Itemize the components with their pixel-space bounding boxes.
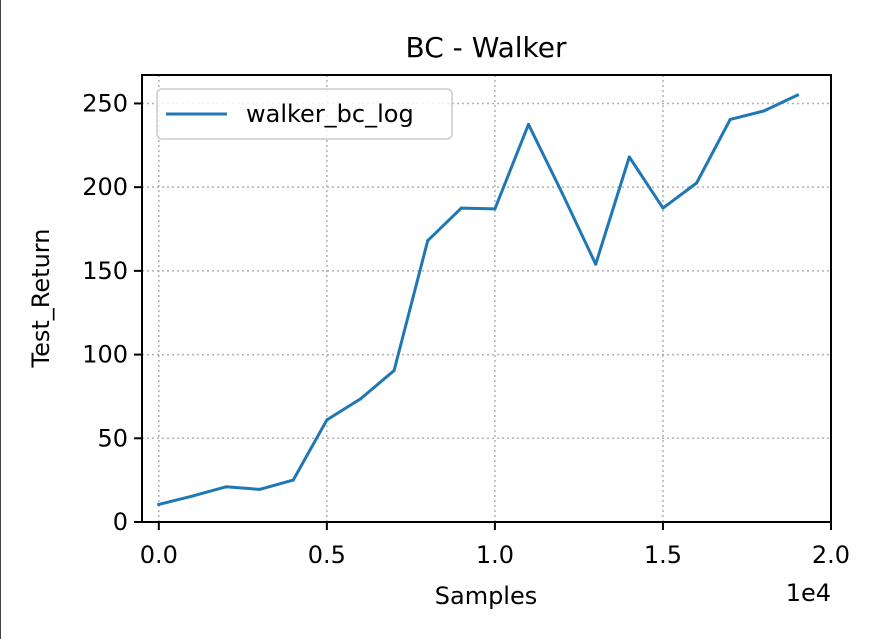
data-point [459,206,463,210]
x-axis-label: Samples [435,582,538,610]
x-tick-label: 0.0 [140,541,178,569]
plot-frame [141,74,832,523]
data-point [527,122,531,126]
data-point [728,117,732,121]
y-tick-label: 100 [82,341,128,369]
legend-box [156,88,453,140]
data-point [426,239,430,243]
series-layer [156,93,800,507]
data-point [392,368,396,372]
data-point [560,191,564,195]
series-line [156,93,800,507]
y-tick-label: 200 [82,173,128,201]
data-point [493,207,497,211]
data-point [258,487,262,491]
page-edge [0,0,1,639]
y-axis-label: Test_Return [27,229,55,369]
y-tick-label: 0 [113,508,128,536]
data-point [661,206,665,210]
x-tick-label: 0.5 [308,541,346,569]
data-point [325,418,329,422]
data-point [627,155,631,159]
data-point [762,109,766,113]
data-point [358,397,362,401]
x-tick-label: 2.0 [812,541,850,569]
data-point [795,93,799,97]
x-tick-label: 1.5 [644,541,682,569]
x-axis-offset-label: 1e4 [786,579,831,607]
y-tick-label: 250 [82,89,128,117]
chart-title: BC - Walker [406,31,567,64]
legend-label: walker_bc_log [246,100,414,128]
data-point [291,478,295,482]
y-tick-label: 150 [82,257,128,285]
legend: walker_bc_log [156,88,453,140]
y-tick-label: 50 [97,424,128,452]
axis-ticks: 0.0 0.5 1.0 1.5 2.0 0 50 100 150 200 250 [82,89,850,569]
data-point [224,485,228,489]
data-point [157,502,161,506]
x-tick-label: 1.0 [476,541,514,569]
grid [142,75,832,523]
data-point [190,494,194,498]
data-point [695,181,699,185]
data-point [594,262,598,266]
